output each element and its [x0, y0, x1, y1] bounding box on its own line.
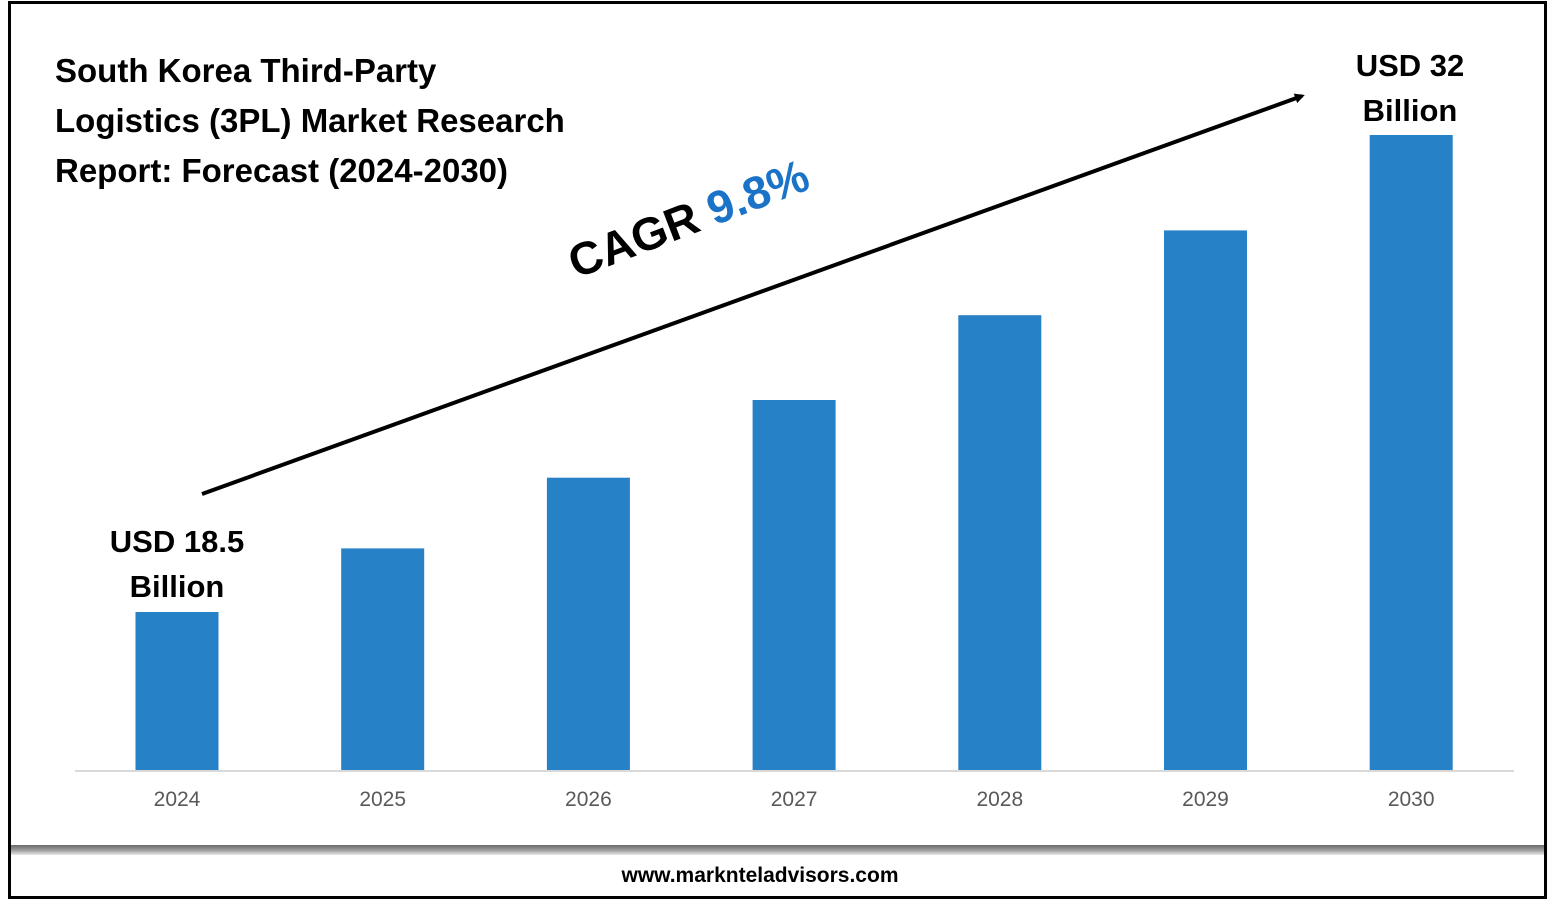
start-value-unit: Billion	[129, 569, 225, 604]
bar-2027	[752, 400, 836, 770]
x-tick-label-2026: 2026	[565, 788, 612, 811]
footer-divider	[11, 845, 1544, 855]
bar-2028	[958, 315, 1042, 770]
start-value-label: USD 18.5 Billion	[92, 519, 262, 609]
end-value-label: USD 32 Billion	[1325, 43, 1495, 133]
title-line-3: Report: Forecast (2024-2030)	[55, 152, 509, 189]
chart-title: South Korea Third-Party Logistics (3PL) …	[55, 46, 655, 196]
x-tick-label-2027: 2027	[771, 788, 818, 811]
bar-2024	[135, 612, 219, 770]
x-tick-label-2025: 2025	[359, 788, 406, 811]
footer-website[interactable]: www.marknteladvisors.com	[621, 864, 899, 887]
x-tick-label-2024: 2024	[154, 788, 201, 811]
title-line-1: South Korea Third-Party	[55, 52, 437, 89]
growth-arrow	[201, 93, 1305, 496]
title-line-2: Logistics (3PL) Market Research	[55, 102, 565, 139]
bar-2030	[1369, 135, 1453, 770]
bar-2026	[546, 477, 630, 770]
bar-2029	[1164, 230, 1247, 770]
end-value-amount: USD 32	[1355, 48, 1465, 83]
start-value-amount: USD 18.5	[109, 524, 245, 559]
x-tick-label-2028: 2028	[976, 788, 1023, 811]
bar-2025	[341, 548, 425, 770]
x-tick-label-2029: 2029	[1182, 788, 1229, 811]
end-value-unit: Billion	[1362, 93, 1458, 128]
x-tick-label-2030: 2030	[1388, 788, 1435, 811]
